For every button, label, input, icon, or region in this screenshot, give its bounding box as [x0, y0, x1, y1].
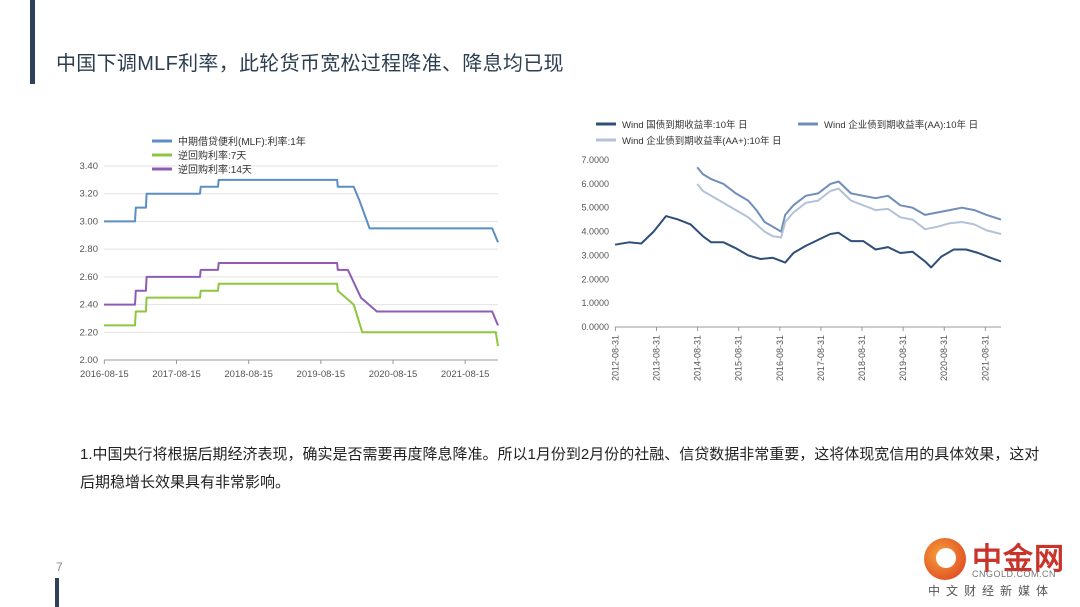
- x-tick-label: 2017-08-31: [816, 335, 826, 381]
- y-tick-label: 3.0000: [581, 250, 609, 260]
- series-line: [696, 166, 1002, 233]
- legend-label: 逆回购利率:14天: [178, 163, 252, 176]
- y-tick-label: 2.20: [80, 327, 99, 338]
- x-tick-label: 2021-08-15: [441, 369, 490, 380]
- legend-label: Wind 企业债到期收益率(AA+):10年 日: [622, 135, 782, 147]
- series-line: [614, 215, 1002, 269]
- series-line: [104, 178, 499, 243]
- x-tick-label: 2016-08-31: [775, 335, 785, 381]
- y-tick-label: 7.0000: [581, 155, 609, 165]
- legend-label: 逆回购利率:7天: [178, 149, 246, 162]
- body-paragraph: 1.中国央行将根据后期经济表现，确实是否需要再度降息降准。所以1月份到2月份的社…: [80, 446, 1040, 491]
- x-tick-label: 2016-08-15: [80, 369, 129, 380]
- x-tick-label: 2012-08-31: [610, 335, 620, 381]
- watermark: 中金网 CNGOLD.COM.CN 中文财经新媒体: [910, 532, 1070, 602]
- title-accent-bar: [30, 0, 35, 84]
- watermark-url: CNGOLD.COM.CN: [972, 569, 1057, 579]
- y-tick-label: 3.40: [80, 161, 99, 172]
- bond-yield-chart: 7.0000 6.0000 5.0000 4.0000 3.0000 2.0000 1.00…: [560, 110, 1010, 405]
- x-tick-label: 2014-08-31: [693, 335, 703, 381]
- y-tick-label: 6.0000: [581, 179, 609, 189]
- legend-label: Wind 国债到期收益率:10年 日: [622, 119, 748, 131]
- y-tick-label: 3.20: [80, 189, 99, 200]
- policy-rate-chart: 3.40 3.20 3.00 2.80 2.60 2.40 2.20 2.00 2016-08-…: [70, 128, 510, 393]
- y-tick-label: 2.0000: [581, 274, 609, 284]
- x-tick-label: 2020-08-15: [369, 369, 418, 380]
- watermark-name: 中金网: [972, 543, 1065, 576]
- x-tick-label: 2019-08-31: [898, 335, 908, 381]
- footer-accent-bar: [55, 578, 59, 607]
- y-tick-label: 2.60: [80, 272, 99, 283]
- series-line: [104, 262, 499, 326]
- page-title: 中国下调MLF利率，此轮货币宽松过程降准、降息均已现: [56, 53, 564, 75]
- x-tick-label: 2017-08-15: [152, 369, 201, 380]
- page-number: 7: [56, 560, 63, 574]
- x-tick-label: 2015-08-31: [734, 335, 744, 381]
- y-tick-label: 5.0000: [581, 203, 609, 213]
- legend-label: 中期借贷便利(MLF):利率:1年: [178, 135, 306, 148]
- y-tick-label: 2.40: [80, 300, 99, 311]
- y-tick-label: 2.00: [80, 355, 99, 366]
- x-tick-label: 2020-08-31: [939, 335, 949, 381]
- watermark-logo-icon: [924, 538, 966, 580]
- series-line: [696, 183, 1002, 239]
- x-tick-label: 2021-08-31: [980, 335, 990, 381]
- policy-rate-chart-svg: 3.40 3.20 3.00 2.80 2.60 2.40 2.20 2.00 2016-08-…: [80, 135, 499, 380]
- y-tick-label: 0.0000: [581, 322, 609, 332]
- x-tick-label: 2018-08-31: [857, 335, 867, 381]
- x-tick-label: 2013-08-31: [651, 335, 661, 381]
- legend-label: Wind 企业债到期收益率(AA):10年 日: [824, 119, 978, 131]
- x-tick-label: 2018-08-15: [224, 369, 273, 380]
- y-tick-label: 1.0000: [581, 298, 609, 308]
- x-tick-label: 2019-08-15: [297, 369, 346, 380]
- y-tick-label: 4.0000: [581, 227, 609, 237]
- bond-yield-chart-svg: 7.0000 6.0000 5.0000 4.0000 3.0000 2.0000 1.00…: [581, 119, 1002, 381]
- y-tick-label: 3.00: [80, 216, 99, 227]
- series-line: [104, 282, 499, 347]
- watermark-tagline: 中文财经新媒体: [928, 584, 1055, 598]
- y-tick-label: 2.80: [80, 244, 99, 255]
